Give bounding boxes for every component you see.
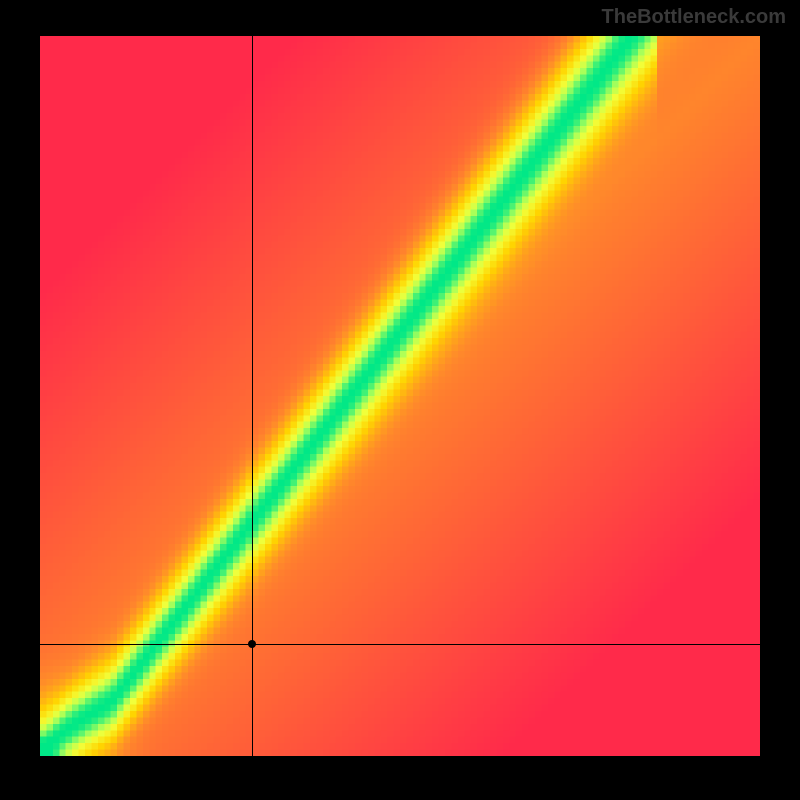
heatmap-plot	[40, 36, 760, 756]
watermark-text: TheBottleneck.com	[602, 6, 786, 29]
crosshair-marker	[248, 640, 256, 648]
crosshair-horizontal	[40, 644, 760, 645]
heatmap-canvas	[40, 36, 760, 756]
